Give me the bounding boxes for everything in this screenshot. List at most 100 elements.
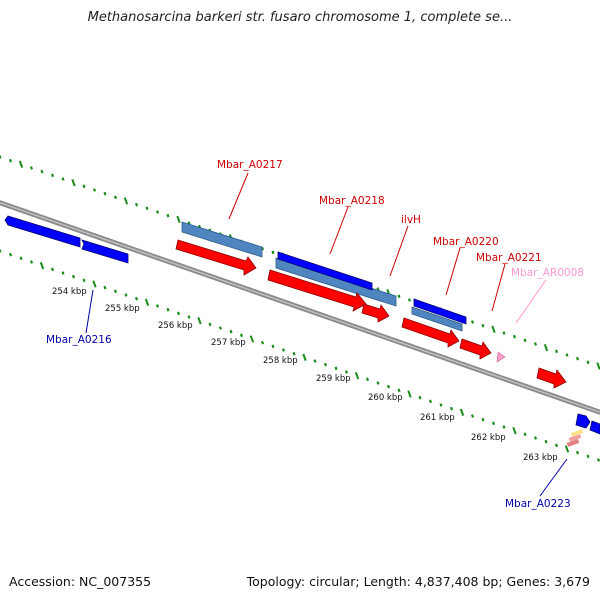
tick-mark [565, 353, 569, 357]
tick-mark [323, 362, 328, 367]
label-mbar-a0221[interactable]: Mbar_A0221 [476, 252, 542, 264]
tick-mark [344, 370, 349, 374]
tick-mark [418, 395, 422, 400]
tick-mark [491, 421, 496, 426]
tick-mark [82, 278, 86, 283]
scale-label: 258 kbp [263, 356, 298, 366]
gene-mbar-ar0008[interactable] [496, 351, 506, 363]
tick-mark [155, 210, 160, 214]
tick-mark [281, 348, 286, 352]
tick-mark [113, 195, 118, 200]
tick-mark [92, 280, 97, 288]
gene-mbar-a0216-part2[interactable] [81, 239, 129, 264]
tick-mark [596, 458, 600, 462]
scale-label: 261 kbp [420, 413, 455, 423]
tick-mark [459, 408, 465, 416]
accession-text: Accession: NC_007355 [9, 574, 152, 589]
gene-mbar-a0223[interactable] [575, 413, 591, 429]
tick-mark [397, 294, 401, 299]
label-mbar-a0217[interactable]: Mbar_A0217 [217, 159, 283, 171]
tick-mark [407, 298, 412, 302]
tick-mark [50, 267, 55, 272]
gene-mbar-a0218-blue[interactable] [277, 251, 373, 291]
feature-salmon[interactable] [568, 434, 582, 442]
tick-mark [292, 351, 296, 356]
tick-mark [376, 287, 380, 291]
gene-mbar-a0220-blue[interactable] [413, 298, 467, 325]
tick-mark [92, 188, 97, 192]
label-mbar-ar0008[interactable]: Mbar_AR0008 [511, 267, 584, 279]
tick-mark [29, 166, 34, 170]
gene-mbar-a0217[interactable] [181, 221, 263, 258]
tick-mark [249, 335, 255, 343]
label-mbar-a0223[interactable]: Mbar_A0223 [505, 498, 571, 510]
tick-mark [386, 384, 391, 389]
tick-mark [61, 177, 65, 181]
label-mbar-a0216[interactable]: Mbar_A0216 [46, 334, 112, 346]
tick-mark [271, 344, 275, 349]
tick-mark [523, 432, 527, 437]
tick-mark [187, 315, 191, 319]
tick-mark [40, 169, 44, 174]
tick-mark [544, 439, 548, 444]
tick-mark [50, 173, 55, 178]
tick-mark [123, 197, 129, 205]
gene-mbar-a0216-part1[interactable] [4, 215, 81, 248]
tick-mark [176, 311, 181, 316]
tick-mark [428, 399, 433, 404]
gene-red-3[interactable] [361, 303, 390, 323]
tick-mark [260, 340, 265, 345]
gene-red-2[interactable] [267, 269, 367, 312]
tick-mark [113, 289, 118, 294]
tick-mark [29, 260, 34, 264]
tick-mark [470, 320, 475, 324]
gene-mbar-a0223b[interactable] [589, 420, 600, 435]
tick-mark [302, 353, 307, 361]
topology-summary: Topology: circular; Length: 4,837,408 bp… [246, 574, 590, 589]
tick-mark [39, 262, 45, 270]
map-title: Methanosarcina barkeri str. fusaro chrom… [87, 10, 513, 25]
gene-red-5[interactable] [459, 338, 492, 360]
gene-features [4, 215, 600, 447]
label-ilvh[interactable]: ilvH [401, 214, 421, 226]
scale-label: 256 kbp [158, 321, 193, 331]
tick-mark [564, 445, 570, 453]
feature-yellow[interactable] [570, 429, 584, 437]
tick-mark [208, 322, 212, 327]
tick-mark [82, 184, 86, 189]
tick-mark [481, 417, 485, 422]
tick-mark [575, 356, 580, 361]
label-mbar-a0218[interactable]: Mbar_A0218 [319, 195, 385, 207]
tick-mark [543, 343, 549, 352]
tick-mark [197, 317, 202, 325]
feature-pink[interactable] [566, 439, 580, 447]
tick-mark [596, 362, 600, 370]
scale-label: 263 kbp [523, 453, 558, 463]
gene-mbar-a0220-steel[interactable] [411, 306, 463, 332]
gene-red-6[interactable] [536, 367, 567, 389]
tick-mark [124, 293, 128, 297]
tick-mark [334, 366, 338, 371]
tick-mark [229, 329, 233, 334]
tick-mark [449, 406, 454, 411]
tick-mark [103, 285, 107, 290]
scale-label: 254 kbp [52, 287, 87, 297]
gene-red-1[interactable] [175, 239, 257, 276]
gene-red-4[interactable] [401, 317, 460, 348]
tick-mark [523, 338, 527, 343]
tick-mark [502, 331, 506, 335]
tick-mark [0, 249, 2, 253]
tick-mark [19, 256, 23, 261]
tick-mark [397, 388, 401, 393]
tick-mark [575, 450, 580, 455]
tick-mark [71, 179, 76, 187]
tick-mark [481, 323, 485, 328]
chromosome-backbone [0, 200, 600, 415]
tick-mark [166, 307, 170, 312]
label-mbar-a0220[interactable]: Mbar_A0220 [433, 236, 499, 248]
tick-mark [271, 250, 275, 255]
tick-mark [218, 326, 223, 330]
tick-mark [144, 298, 150, 306]
tick-mark [134, 296, 139, 301]
